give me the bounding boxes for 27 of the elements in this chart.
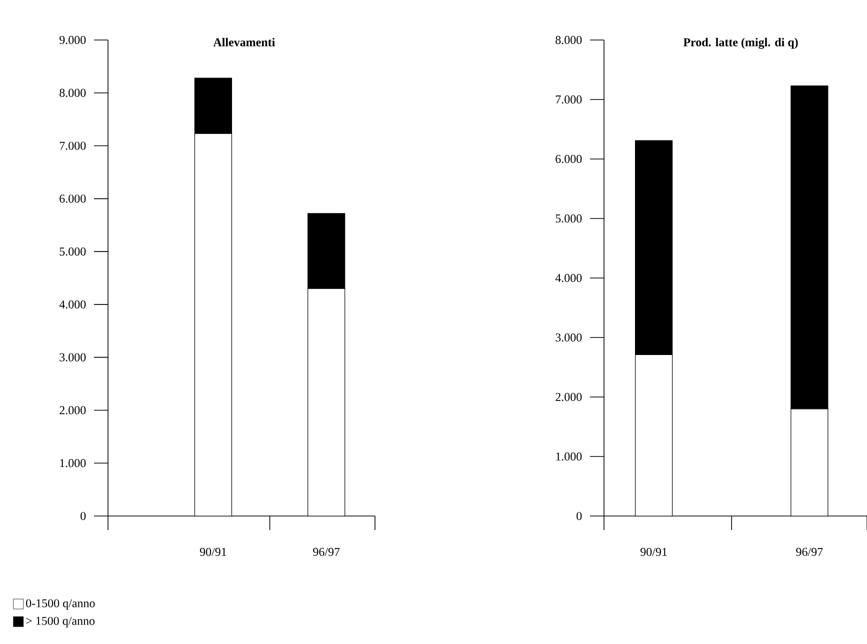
y-tick-label: 3.000 bbox=[60, 353, 86, 362]
y-tick-label: 8.000 bbox=[60, 88, 86, 97]
y-tick-label: 8.000 bbox=[556, 36, 582, 44]
y-tick-label: 4.000 bbox=[555, 274, 582, 282]
y-tick-label: 7.000 bbox=[60, 142, 86, 150]
y-tick-label: 2.000 bbox=[556, 392, 582, 402]
y-tick-label: 0 bbox=[576, 512, 582, 520]
y-tick-label: 6.000 bbox=[60, 194, 86, 203]
y-tick-label: 0 bbox=[80, 512, 86, 520]
y-tick-label: 2.000 bbox=[60, 406, 86, 414]
y-tick-label: 1.000 bbox=[60, 459, 86, 468]
legend-label: > 1500 q/anno bbox=[26, 616, 95, 628]
y-tick-label: 4.000 bbox=[59, 300, 86, 309]
x-tick-label: 96/97 bbox=[313, 548, 340, 556]
y-tick-label: 6.000 bbox=[556, 154, 582, 164]
y-tick-label: 5.000 bbox=[60, 247, 86, 256]
chart-title: Allevamenti bbox=[213, 38, 275, 46]
y-tick-label: 7.000 bbox=[556, 95, 582, 104]
legend-label: 0-1500 q/anno bbox=[26, 599, 95, 610]
chart-title: Prod. latte (migl. di q) bbox=[683, 38, 798, 49]
y-tick-label: 5.000 bbox=[556, 214, 582, 223]
y-tick-label: 1.000 bbox=[556, 452, 582, 461]
y-tick-label: 3.000 bbox=[556, 333, 582, 342]
y-tick-label: 9.000 bbox=[60, 36, 86, 44]
x-tick-label: 96/97 bbox=[796, 548, 823, 556]
x-tick-label: 90/91 bbox=[200, 548, 226, 556]
x-tick-label: 90/91 bbox=[640, 548, 667, 556]
